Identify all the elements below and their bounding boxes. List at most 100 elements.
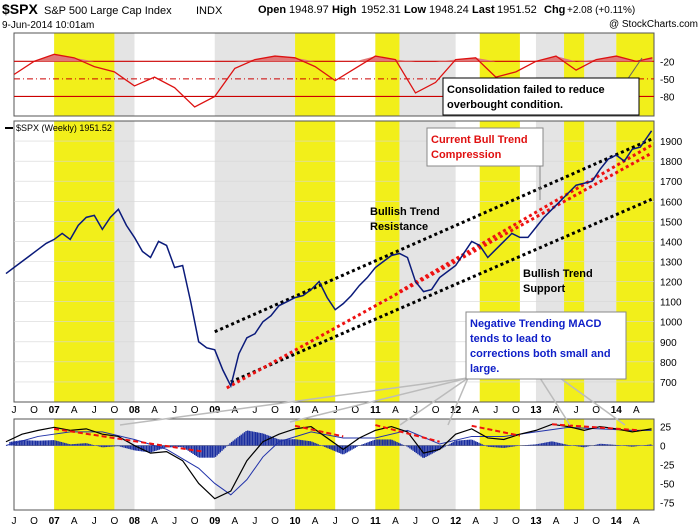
macd-histogram-bar [203, 445, 206, 458]
x-tick-label: J [574, 405, 579, 416]
header-date: 9-Jun-2014 10:01am [2, 20, 94, 31]
macd-histogram-bar [274, 437, 276, 446]
macd-histogram-bar [444, 445, 446, 447]
macd-histogram-bar [187, 445, 189, 451]
x-tick-label: 10 [289, 405, 301, 416]
macd-histogram-bar [126, 445, 128, 449]
consolidation-text-2: overbought condition. [447, 99, 563, 111]
macd-histogram-bar [454, 441, 456, 446]
macd-histogram-bar [463, 440, 466, 446]
macd-histogram-bar [9, 441, 11, 446]
macd-histogram-bar [563, 444, 565, 446]
rsi-line [13, 53, 653, 108]
macd-pointer-3 [447, 377, 469, 426]
x-tick-label: O [351, 405, 359, 416]
macd-histogram-bar [327, 445, 329, 449]
macd-negative-trend-line [53, 427, 203, 453]
macd-histogram-bar [230, 441, 233, 446]
macd-histogram-bar [271, 436, 273, 446]
macd-histogram-bar [593, 444, 596, 446]
signal-line [5, 426, 652, 496]
macd-histogram-bar [46, 440, 48, 446]
macd-histogram-bar [17, 440, 19, 446]
consolidation-callout: Consolidation failed to reduce overbough… [442, 57, 643, 116]
macd-histogram-bar [71, 444, 74, 446]
macd-histogram-bar [513, 445, 515, 447]
high-value: 1952.31 [361, 4, 401, 16]
x-tick-label: O [592, 405, 600, 416]
chg-label: Chg [544, 4, 565, 16]
macd-histogram-bar [467, 439, 469, 446]
macd-histogram-bar [177, 445, 180, 448]
macd-histogram-bar [486, 445, 488, 447]
macd-histogram-bar [208, 445, 210, 458]
macd-pointer-2 [399, 377, 469, 426]
index-name: S&P 500 Large Cap Index [44, 5, 172, 17]
macd-histogram-bar [375, 439, 377, 446]
macd-histogram-bar [598, 443, 601, 446]
macd-histogram-bar [246, 430, 249, 446]
macd-histogram-bar [306, 440, 308, 446]
macd-histogram-bar [44, 440, 47, 446]
macd-histogram-bar [79, 443, 82, 446]
chg-value: +2.08 (+0.11%) [567, 5, 635, 16]
watermark: @ StockCharts.com [609, 19, 698, 30]
macd-histogram-bar [317, 444, 320, 446]
macd-histogram-bar [587, 445, 589, 447]
macd-histogram-bar [49, 440, 51, 446]
macd-histogram-bar [288, 439, 291, 446]
macd-histogram-bar [312, 442, 315, 446]
x-tick-label: 11 [370, 405, 381, 416]
macd-histogram-bar [428, 445, 430, 456]
macd-histogram-bar [213, 445, 215, 458]
macd-text-4: large. [470, 363, 499, 375]
x-tick-label: A [392, 516, 399, 527]
macd-histogram-bar [290, 439, 292, 446]
x-tick-label: A [553, 405, 560, 416]
macd-histogram-bar [22, 440, 24, 446]
price-tick-label: 700 [660, 378, 677, 389]
macd-histogram-bar [185, 445, 188, 450]
rsi-overbought-fill [14, 54, 653, 62]
macd-histogram-bar [483, 444, 485, 446]
macd-histogram-bar [537, 443, 540, 446]
x-tick-label: J [172, 405, 177, 416]
macd-pointer-6 [119, 377, 469, 426]
x-tick-label: A [633, 516, 640, 527]
macd-histogram-bar [275, 438, 278, 446]
macd-histogram-bar [227, 444, 230, 446]
macd-histogram-bar [417, 445, 419, 455]
macd-histogram-bar [47, 440, 50, 446]
macd-histogram-bar [388, 439, 390, 446]
price-legend: $SPX (Weekly) 1951.52 [16, 123, 112, 133]
macd-histogram-bar [423, 445, 426, 458]
consolidation-text-1: Consolidation failed to reduce [447, 84, 605, 96]
macd-histogram-bar [314, 442, 316, 446]
macd-histogram-bar [206, 445, 209, 458]
macd-histogram-bar [238, 435, 241, 446]
macd-negative-trend-line [471, 424, 521, 437]
macd-histogram-bar [458, 440, 461, 446]
macd-histogram-bar [536, 444, 538, 446]
price-tick-label: 1400 [660, 237, 683, 248]
macd-histogram-bar [476, 442, 479, 446]
macd-histogram-bar [55, 440, 58, 446]
macd-histogram-bar [470, 439, 472, 446]
macd-histogram-bar [68, 444, 71, 446]
consolidation-pointer [626, 57, 643, 81]
macd-histogram-bar [153, 445, 156, 452]
resistance-label-2: Resistance [370, 221, 428, 233]
highlight-band [54, 33, 115, 116]
macd-histogram-bar [627, 445, 630, 447]
macd-histogram-bar [263, 433, 265, 446]
symbol: $SPX [2, 1, 38, 17]
x-tick-label: O [432, 516, 440, 527]
x-tick-label: O [432, 405, 440, 416]
x-tick-label: J [333, 516, 338, 527]
macd-histogram-bar [491, 445, 493, 448]
macd-histogram-bar [221, 445, 223, 451]
macd-histogram-bar [309, 441, 312, 446]
macd-histogram-bar [402, 444, 405, 446]
price-tick-label: 900 [660, 338, 677, 349]
macd-histogram-bar [629, 445, 631, 447]
